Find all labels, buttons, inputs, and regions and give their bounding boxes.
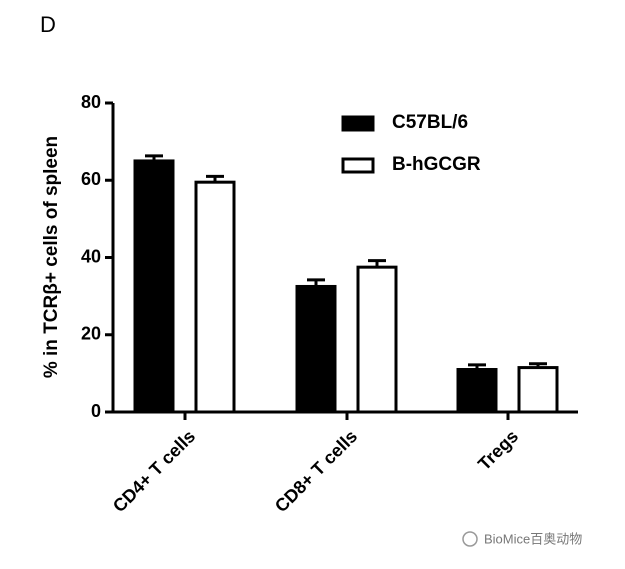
error-bar [529,362,547,368]
bar [356,265,398,414]
x-tick-label: Tregs [474,426,522,474]
legend-label: C57BL/6 [392,112,468,133]
error-bar [145,154,163,161]
bar [456,368,498,414]
error-bar [468,363,486,370]
legend-swatch [341,115,375,132]
legend-label: B-hGCGR [392,154,481,175]
bar [295,284,337,414]
legend-swatch [341,157,375,174]
panel-label: D [40,12,56,37]
y-tick-label: 0 [91,401,101,421]
error-bar [307,278,325,287]
y-tick-label: 60 [81,169,101,189]
bar [517,366,559,414]
x-tick-label: CD4+ T cells [109,426,199,516]
watermark-icon [462,531,478,547]
y-tick-label: 20 [81,324,101,344]
y-axis-label: % in TCRβ+ cells of spleen [41,136,62,378]
error-bar [368,259,386,268]
y-tick-label: 40 [81,246,101,266]
watermark: BioMice百奥动物 [484,531,582,546]
y-tick-label: 80 [81,92,101,112]
error-bar [206,174,224,183]
x-tick-label: CD8+ T cells [271,426,361,516]
bar [133,159,175,414]
bar [194,180,236,414]
